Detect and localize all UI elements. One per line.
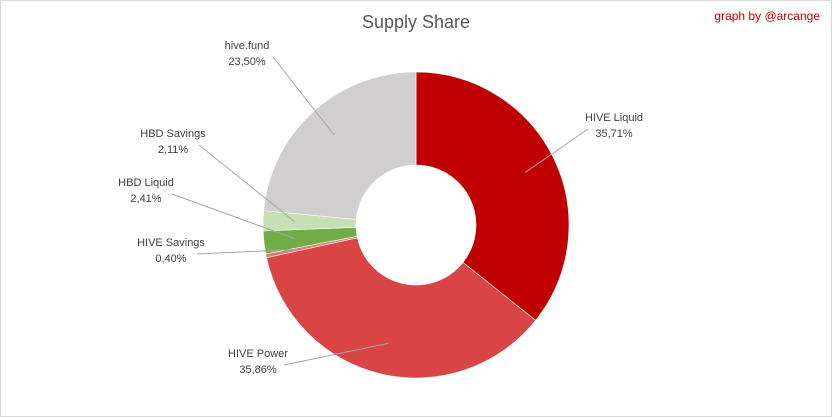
slice-value-hive-savings: 0,40% bbox=[155, 253, 186, 265]
slice-label-hive-savings: HIVE Savings bbox=[137, 237, 205, 249]
slice-hive-fund bbox=[263, 71, 417, 220]
slice-value-hive-liquid: 35,71% bbox=[595, 128, 633, 140]
leader-line-hive-liquid bbox=[525, 128, 589, 173]
slice-value-hive-power: 35,86% bbox=[239, 364, 277, 376]
leader-line-hive-savings bbox=[196, 248, 298, 255]
slice-label-hive-power: HIVE Power bbox=[228, 348, 288, 360]
slice-label-hive-fund: hive.fund bbox=[225, 40, 270, 52]
slice-value-hive-fund: 23,50% bbox=[228, 56, 266, 68]
slice-label-hbd-liquid: HBD Liquid bbox=[118, 177, 174, 189]
leader-line-hbd-liquid bbox=[171, 193, 296, 240]
watermark: graph by @arcange bbox=[714, 9, 820, 23]
slice-hive-liquid bbox=[415, 71, 570, 321]
leader-line-hive-power bbox=[283, 342, 389, 366]
slice-label-hbd-savings: HBD Savings bbox=[140, 128, 206, 140]
slice-label-hive-liquid: HIVE Liquid bbox=[585, 112, 643, 124]
leader-line-hbd-savings bbox=[198, 144, 295, 223]
slice-hive-power bbox=[266, 237, 537, 379]
slice-value-hbd-savings: 2,11% bbox=[158, 144, 189, 156]
chart-title: Supply Share bbox=[361, 12, 471, 32]
leader-line-hive-fund bbox=[272, 56, 335, 136]
slice-value-hbd-liquid: 2,41% bbox=[130, 193, 161, 205]
